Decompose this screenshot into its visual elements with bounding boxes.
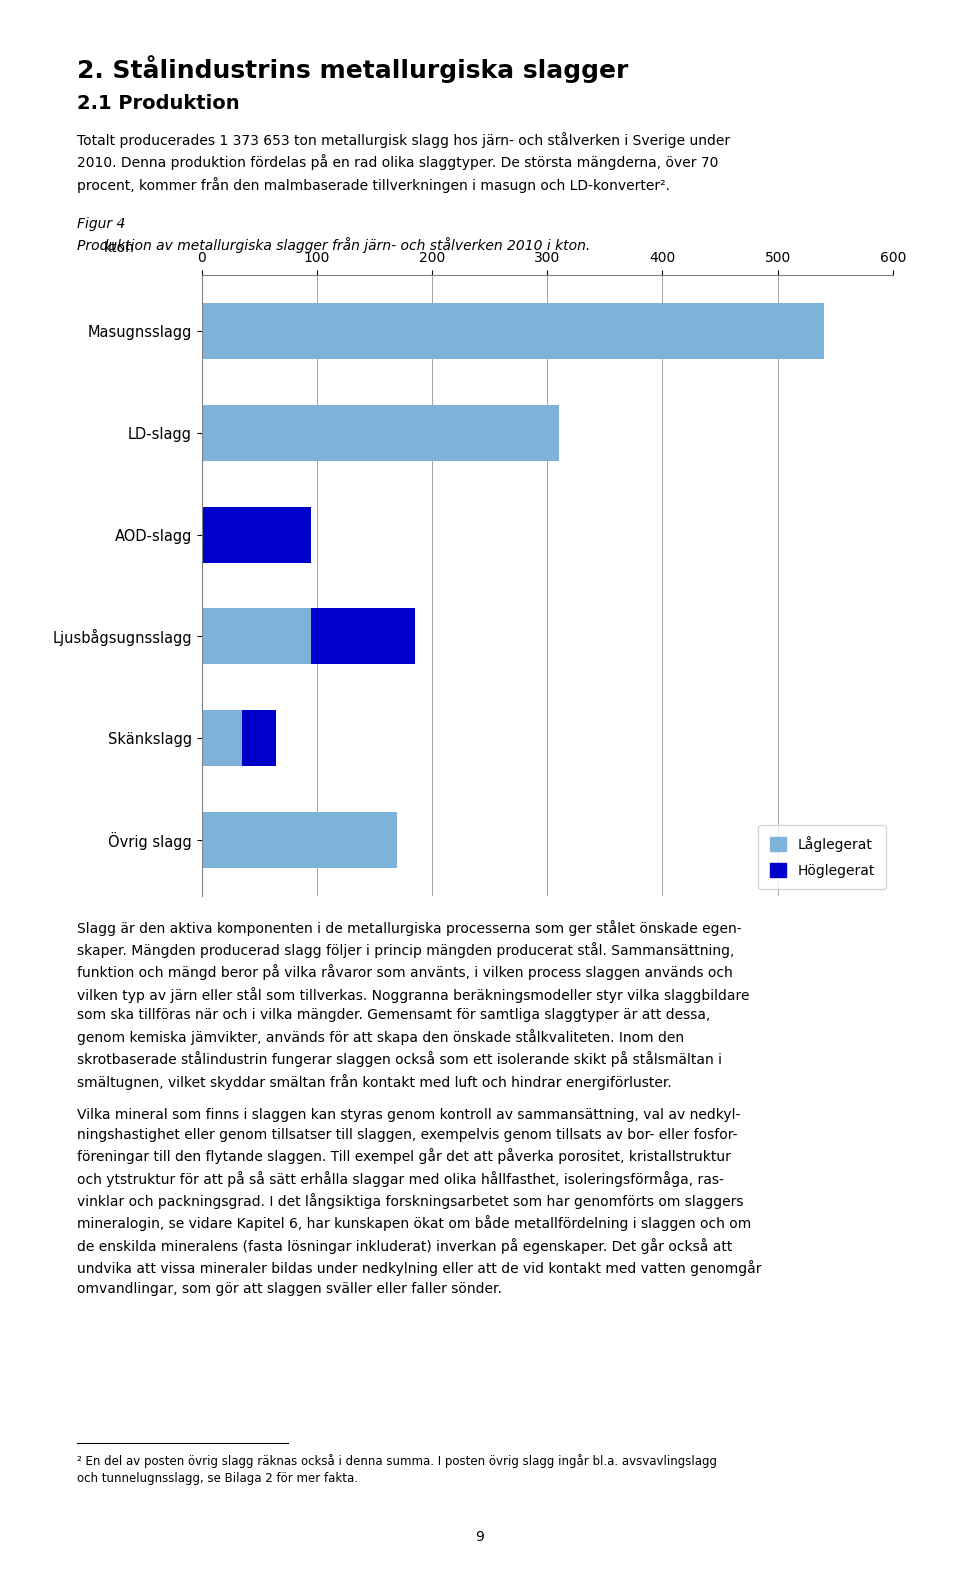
Bar: [311, 608, 415, 665]
Text: Figur 4
Produktion av metallurgiska slagger från järn- och stålverken 2010 i kto: Figur 4 Produktion av metallurgiska slag…: [77, 217, 590, 253]
Text: Vilka mineral som finns i slaggen kan styras genom kontroll av sammansättning, v: Vilka mineral som finns i slaggen kan st…: [77, 1108, 761, 1295]
Text: 2.1 Produktion: 2.1 Produktion: [77, 94, 239, 113]
Text: 9: 9: [475, 1530, 485, 1544]
Bar: [202, 608, 311, 665]
Bar: [202, 303, 824, 360]
Legend: Låglegerat, Höglegerat: Låglegerat, Höglegerat: [758, 825, 886, 890]
Text: Slagg är den aktiva komponenten i de metallurgiska processerna som ger stålet ön: Slagg är den aktiva komponenten i de met…: [77, 920, 750, 1089]
Text: kton: kton: [104, 241, 134, 255]
Bar: [202, 406, 559, 461]
Bar: [242, 711, 276, 766]
Text: 2. Stålindustrins metallurgiska slagger: 2. Stålindustrins metallurgiska slagger: [77, 55, 628, 83]
Bar: [202, 811, 397, 868]
Bar: [202, 711, 242, 766]
Text: Totalt producerades 1 373 653 ton metallurgisk slagg hos järn- och stålverken i : Totalt producerades 1 373 653 ton metall…: [77, 132, 730, 193]
Text: ² En del av posten övrig slagg räknas också i denna summa. I posten övrig slagg : ² En del av posten övrig slagg räknas oc…: [77, 1454, 717, 1486]
Bar: [202, 506, 311, 563]
